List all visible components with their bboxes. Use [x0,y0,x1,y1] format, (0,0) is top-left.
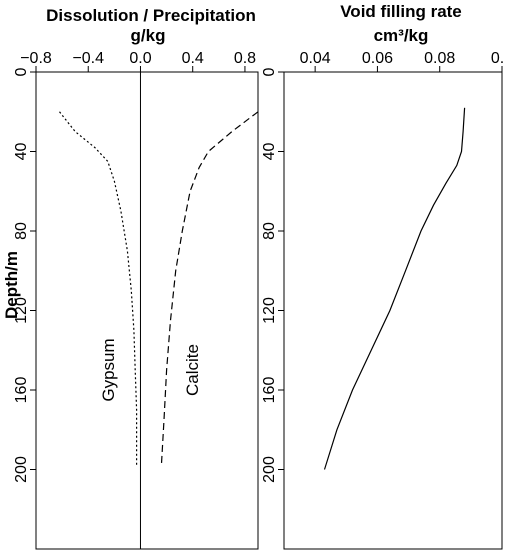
right-y-ticks: 0 40 80 120 160 200 [261,67,284,483]
x-tick-label: −0.8 [20,50,52,67]
left-x-ticks: −0.8 −0.4 0.0 0.4 0.8 [20,50,256,72]
x-tick-label: 0.08 [424,50,455,67]
y-tick-label: 160 [13,377,30,404]
y-axis-label: Depth/m [2,251,21,319]
x-tick-label: 0.0 [129,50,151,67]
x-tick-label: 0.8 [234,50,256,67]
y-tick-label: 200 [13,456,30,483]
void-filling-series-line [323,107,466,470]
left-panel: Dissolution / Precipitation g/kg −0.8 −0.… [2,6,259,550]
right-panel: Void filling rate cm³/kg 0.04 0.06 0.08 0.1… [261,2,505,550]
y-tick-label: 0 [13,67,30,76]
y-tick-label: 80 [13,222,30,240]
y-tick-label: 80 [261,222,278,240]
y-tick-label: 200 [261,456,278,483]
right-x-ticks: 0.04 0.06 0.08 0.1 [300,50,505,72]
left-y-ticks: 0 40 80 120 160 200 [13,67,36,483]
x-tick-label: 0.1 [491,50,505,67]
y-tick-label: 120 [13,297,30,324]
y-tick-label: 40 [261,143,278,161]
right-plot-frame [283,71,503,550]
left-series-group [59,111,259,466]
left-title: Dissolution / Precipitation [46,6,256,25]
x-tick-label: 0.4 [182,50,204,67]
x-tick-label: −0.4 [72,50,104,67]
x-tick-label: 0.04 [300,50,331,67]
right-series-group [323,107,466,470]
right-x-unit: cm³/kg [374,26,429,45]
x-tick-label: 0.06 [362,50,393,67]
y-tick-label: 40 [13,143,30,161]
y-tick-label: 120 [261,297,278,324]
right-title: Void filling rate [340,2,462,21]
y-tick-label: 0 [261,67,278,76]
calcite-series-line [160,111,259,466]
y-tick-label: 160 [261,377,278,404]
gypsum-series-line [59,111,138,466]
left-x-unit: g/kg [131,26,166,45]
gypsum-label: Gypsum [99,338,118,401]
calcite-label: Calcite [183,344,202,396]
left-plot-frame [35,71,259,550]
